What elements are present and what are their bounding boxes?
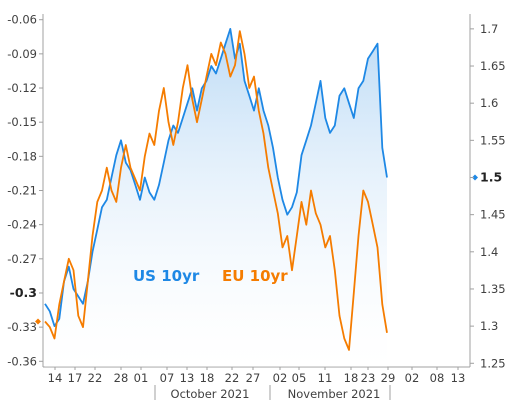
right-tick-label: 1.4 xyxy=(480,245,498,259)
x-tick-label: 23 xyxy=(361,371,376,385)
month-label-october: October 2021 xyxy=(171,387,250,401)
x-tick-label: 17 xyxy=(68,371,83,385)
x-tick-label: 14 xyxy=(48,371,63,385)
us-10yr-line xyxy=(44,28,388,327)
us-10yr-area xyxy=(45,28,387,368)
x-tick-label: 07 xyxy=(160,371,175,385)
left-tick-label: -0.15 xyxy=(7,115,37,129)
left-tick-label: -0.27 xyxy=(7,252,37,266)
right-tick-label: 1.6 xyxy=(480,96,498,110)
left-tick-label: -0.24 xyxy=(7,218,37,232)
right-tick-label: 1.35 xyxy=(480,282,506,296)
left-tick-label: -0.12 xyxy=(7,81,37,95)
x-tick-label: 02 xyxy=(273,371,288,385)
x-tick-label: 05 xyxy=(292,371,307,385)
x-tick-label: 01 xyxy=(134,371,149,385)
left-tick-label: -0.33 xyxy=(7,320,37,334)
x-tick-label: 18 xyxy=(200,371,215,385)
left-tick-label: -0.21 xyxy=(7,184,37,198)
x-tick-label: 11 xyxy=(318,371,333,385)
x-tick-label: 02 xyxy=(405,371,420,385)
x-tick-label: 13 xyxy=(180,371,195,385)
eu-10yr-line xyxy=(44,30,388,351)
x-tick-label: 29 xyxy=(381,371,396,385)
left-tick-label: -0.3 xyxy=(10,285,37,300)
month-label-november: November 2021 xyxy=(288,387,381,401)
right-tick-label: 1.55 xyxy=(480,133,506,147)
right-tick-label: 1.7 xyxy=(480,22,498,36)
left-tick-label: -0.18 xyxy=(7,149,37,163)
x-tick-label: 22 xyxy=(88,371,103,385)
x-tick-label: 27 xyxy=(246,371,261,385)
left-tick-label: -0.09 xyxy=(7,47,37,61)
right-tick-label: 1.65 xyxy=(480,59,506,73)
legend-us-10yr: US 10yr xyxy=(133,267,200,285)
x-tick-label: 18 xyxy=(344,371,359,385)
left-tick-label: -0.06 xyxy=(7,13,37,27)
left-tick-label: -0.36 xyxy=(7,354,37,368)
right-tick-label: 1.25 xyxy=(480,356,506,370)
x-tick-label: 22 xyxy=(225,371,240,385)
x-tick-label: 13 xyxy=(451,371,466,385)
legend-eu-10yr: EU 10yr xyxy=(222,267,288,285)
x-tick-label: 08 xyxy=(430,371,445,385)
us-10yr-marker xyxy=(472,174,478,181)
x-tick-label: 28 xyxy=(114,371,129,385)
right-tick-label: 1.5 xyxy=(480,169,502,184)
right-tick-label: 1.45 xyxy=(480,208,506,222)
eu-10yr-marker xyxy=(35,318,41,325)
right-tick-label: 1.3 xyxy=(480,319,498,333)
